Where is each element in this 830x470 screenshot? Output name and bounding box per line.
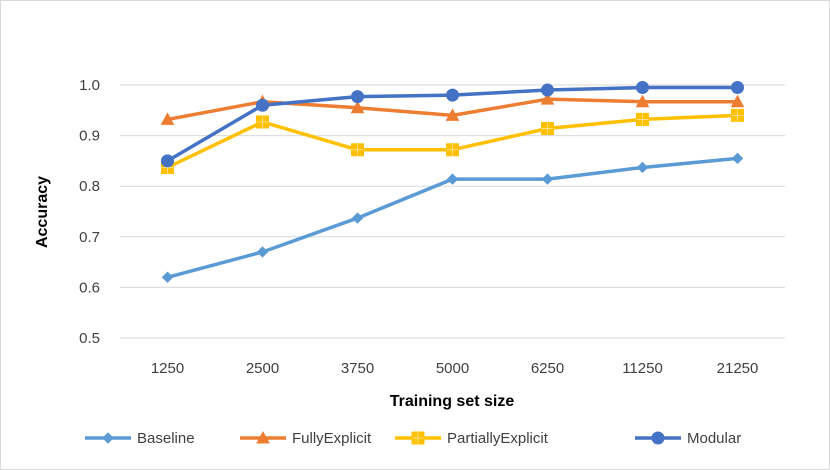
- legend-item-fullyexplicit: FullyExplicit: [240, 430, 372, 447]
- data-point: [256, 115, 269, 129]
- data-point: [731, 152, 744, 165]
- data-point: [351, 212, 364, 224]
- data-point: [636, 81, 649, 95]
- x-axis-ticks: 1250 2500 3750 5000 6250 11250 21250: [151, 360, 759, 377]
- x-tick-label: 11250: [622, 360, 663, 377]
- series-modular: [161, 81, 744, 168]
- data-point: [635, 94, 650, 108]
- legend-marker: [102, 432, 114, 444]
- legend-item-baseline: Baseline: [85, 430, 195, 447]
- data-point: [730, 94, 745, 108]
- data-point: [541, 83, 554, 97]
- gridlines: [120, 84, 785, 339]
- x-tick-label: 5000: [436, 360, 469, 377]
- data-point: [351, 90, 364, 104]
- y-tick-label: 0.9: [79, 128, 100, 145]
- data-point: [446, 88, 459, 102]
- data-point: [636, 112, 649, 126]
- data-point: [636, 161, 649, 174]
- x-tick-label: 1250: [151, 360, 184, 377]
- data-point: [445, 108, 460, 121]
- legend-label: Modular: [687, 430, 741, 447]
- legend-label: Baseline: [137, 430, 195, 447]
- legend-marker: [256, 430, 270, 444]
- y-tick-label: 0.6: [79, 279, 100, 296]
- data-point: [256, 98, 269, 112]
- data-point: [161, 271, 174, 283]
- data-point: [160, 112, 175, 125]
- data-point: [161, 154, 174, 168]
- y-tick-label: 0.7: [79, 229, 100, 246]
- legend-item-partiallyexplicit: PartiallyExplicit: [395, 430, 549, 447]
- data-point: [350, 100, 365, 114]
- y-tick-label: 0.5: [79, 330, 100, 347]
- data-point: [446, 143, 459, 157]
- x-axis-title: Training set size: [390, 393, 515, 410]
- y-tick-label: 0.8: [79, 178, 100, 195]
- data-point: [540, 92, 555, 105]
- x-tick-label: 21250: [717, 360, 759, 377]
- series-line: [165, 113, 740, 170]
- data-point: [446, 173, 459, 185]
- series-baseline: [161, 152, 744, 283]
- data-point: [541, 173, 554, 185]
- legend-label: FullyExplicit: [292, 430, 372, 447]
- legend-marker: [411, 431, 425, 445]
- y-axis-ticks: 0.5 0.6 0.7 0.8 0.9 1.0: [79, 77, 100, 347]
- x-tick-label: 6250: [531, 360, 564, 377]
- data-point: [731, 108, 744, 122]
- x-tick-label: 2500: [246, 360, 279, 377]
- y-axis-title: Accuracy: [34, 176, 51, 248]
- data-point: [731, 81, 744, 95]
- series-lines: [160, 81, 745, 283]
- legend: Baseline FullyExplicit PartiallyExplicit Mo…: [85, 430, 741, 447]
- data-point: [256, 246, 269, 258]
- series-partiallyexplicit: [161, 108, 744, 174]
- legend-item-modular: Modular: [635, 430, 741, 447]
- y-tick-label: 1.0: [79, 77, 100, 94]
- legend-marker: [651, 431, 665, 445]
- legend-label: PartiallyExplicit: [447, 430, 549, 447]
- data-point: [351, 143, 364, 157]
- data-point: [541, 122, 554, 136]
- x-tick-label: 3750: [341, 360, 374, 377]
